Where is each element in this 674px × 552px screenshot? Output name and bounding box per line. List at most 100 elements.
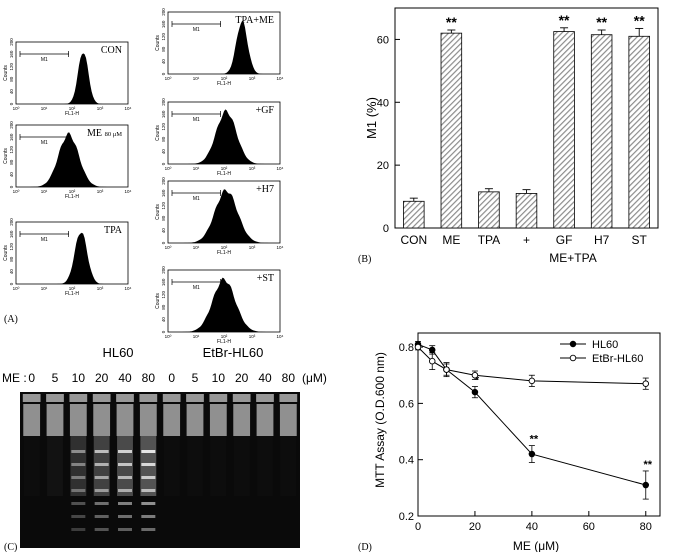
gel-ladder-band bbox=[141, 502, 156, 505]
flow-y-tick-label: 80 bbox=[161, 304, 166, 310]
bar-y-tick-label: 60 bbox=[377, 34, 389, 46]
bar-chart: M1 (%) ME+TPA 0 20 40 60 CON ** ME TPA + ** GF ** H7… bbox=[364, 7, 659, 265]
flow-y-tick-label: 120 bbox=[9, 146, 14, 154]
bar-y-tick-label: 0 bbox=[383, 223, 389, 235]
flow-x-tick-label: 10⁴ bbox=[125, 189, 132, 194]
bar-y-tick-label: 20 bbox=[377, 160, 389, 172]
gel-background bbox=[20, 392, 300, 548]
gel-smear bbox=[257, 436, 273, 496]
legend-marker bbox=[569, 340, 577, 348]
flow-panel-label: CON bbox=[101, 45, 122, 56]
gel-ladder-band bbox=[71, 502, 86, 505]
flow-y-axis-label: Counts bbox=[155, 35, 161, 51]
gel-well bbox=[186, 394, 204, 402]
gel-genomic-band bbox=[233, 404, 251, 436]
line-y-axis-label: MTT Assay (O.D.600 nm) bbox=[373, 352, 387, 488]
gel-ladder-band bbox=[94, 515, 109, 518]
gel-lane-label: 20 bbox=[95, 371, 109, 385]
line-chart: MTT Assay (O.D.600 nm) ME (μM) 0.2 0.4 0.6… bbox=[373, 332, 661, 552]
data-point bbox=[528, 450, 536, 458]
flow-y-tick-label: 120 bbox=[161, 202, 166, 210]
gel-smear bbox=[24, 436, 40, 496]
bar-group-label: ME+TPA bbox=[549, 251, 596, 265]
line-x-tick-label: 0 bbox=[415, 521, 421, 533]
flow-y-tick-label: 80 bbox=[161, 46, 166, 52]
gel-ladder-band bbox=[118, 515, 132, 518]
gel-ladder-band bbox=[141, 515, 156, 518]
line-y-tick-label: 0.2 bbox=[399, 511, 414, 523]
bar-significance-label: ** bbox=[446, 14, 457, 30]
flow-y-tick-label: 200 bbox=[161, 98, 166, 106]
data-point bbox=[642, 481, 650, 489]
series-line bbox=[417, 343, 646, 486]
series-etbrhl60: EtBr-HL60 bbox=[414, 343, 650, 390]
gel-ladder-band bbox=[94, 463, 109, 466]
gel-well bbox=[22, 394, 41, 402]
flow-histogram-6: 0 40 80 120 160 200 Counts 10⁰ 10¹ 10² 10³ 10⁴ FL1-H… bbox=[155, 177, 284, 256]
series-line bbox=[417, 346, 646, 385]
flow-x-tick-label: 10² bbox=[69, 286, 76, 291]
flow-panel-label: +GF bbox=[256, 105, 275, 116]
flow-y-tick-label: 40 bbox=[161, 228, 166, 234]
bar-gf-value bbox=[553, 31, 575, 229]
flow-y-tick-label: 40 bbox=[161, 317, 166, 323]
gel-ladder-band bbox=[118, 476, 132, 479]
flow-y-tick-label: 0 bbox=[9, 185, 14, 188]
gel-ladder-band bbox=[71, 515, 86, 518]
flow-x-axis-label: FL1-H bbox=[217, 339, 231, 345]
flow-panel-label: +ST bbox=[257, 273, 274, 284]
flow-y-tick-label: 160 bbox=[9, 133, 14, 141]
flow-y-axis-label: Counts bbox=[155, 293, 161, 309]
flow-y-tick-label: 120 bbox=[9, 243, 14, 251]
bar-category-label: ME bbox=[442, 233, 460, 247]
gel-genomic-band bbox=[23, 404, 41, 436]
flow-x-tick-label: 10⁴ bbox=[277, 334, 284, 339]
gel-lane-label: 10 bbox=[212, 371, 226, 385]
flow-panel-label: TPA bbox=[104, 225, 123, 236]
data-point bbox=[443, 366, 450, 373]
gel-genomic-band bbox=[209, 404, 227, 436]
data-point bbox=[414, 343, 422, 351]
gel-smear bbox=[164, 436, 180, 496]
flow-histogram-3: 0 40 80 120 160 200 Counts 10⁰ 10¹ 10² 10³ 10⁴ FL1-H… bbox=[3, 218, 132, 297]
gel-ladder-band bbox=[71, 463, 86, 466]
flow-y-tick-label: 0 bbox=[9, 282, 14, 285]
gel-unit-label: (μM) bbox=[302, 371, 327, 385]
gel-title-hl60: HL60 bbox=[102, 345, 133, 360]
flow-histogram-shape bbox=[16, 53, 128, 104]
gel-ladder-band bbox=[141, 476, 156, 479]
panel-letter-d: (D) bbox=[358, 542, 372, 552]
flow-x-tick-label: 10³ bbox=[249, 245, 256, 250]
gel-ladder-band bbox=[71, 489, 86, 492]
gel-lane-label: 80 bbox=[282, 371, 296, 385]
gel-ladder-band bbox=[141, 463, 156, 466]
gel-genomic-band bbox=[139, 404, 157, 436]
flow-x-tick-label: 10¹ bbox=[193, 166, 200, 171]
bar-category-label: H7 bbox=[594, 233, 610, 247]
flow-y-tick-label: 120 bbox=[161, 33, 166, 41]
gel-lane-label: 10 bbox=[72, 371, 86, 385]
panel-letter-c: (C) bbox=[4, 542, 17, 552]
gel-ladder-band bbox=[141, 450, 156, 453]
flow-x-tick-label: 10⁰ bbox=[13, 189, 20, 194]
flow-x-tick-label: 10⁰ bbox=[165, 334, 172, 339]
flow-y-tick-label: 160 bbox=[9, 230, 14, 238]
gel-ladder-band bbox=[118, 489, 132, 492]
gel-lane-label: 0 bbox=[28, 371, 35, 385]
bar-significance-label: ** bbox=[634, 12, 645, 28]
flow-x-tick-label: 10³ bbox=[249, 166, 256, 171]
flow-x-tick-label: 10¹ bbox=[193, 334, 200, 339]
line-x-tick-label: 80 bbox=[640, 521, 652, 533]
gel-ladder-band bbox=[118, 528, 132, 531]
flow-gate-label: M1 bbox=[41, 140, 48, 146]
flow-gate-label: M1 bbox=[193, 285, 200, 291]
flow-gate-label: M1 bbox=[193, 27, 200, 33]
gel-well bbox=[279, 394, 298, 402]
flow-y-tick-label: 200 bbox=[9, 218, 14, 226]
flow-x-tick-label: 10² bbox=[221, 76, 228, 81]
flow-panel-label: +H7 bbox=[256, 184, 274, 195]
bar-category-label: TPA bbox=[478, 233, 500, 247]
flow-y-tick-label: 160 bbox=[161, 110, 166, 118]
flow-histogram-shape bbox=[168, 189, 280, 243]
flow-y-tick-label: 0 bbox=[9, 102, 14, 105]
